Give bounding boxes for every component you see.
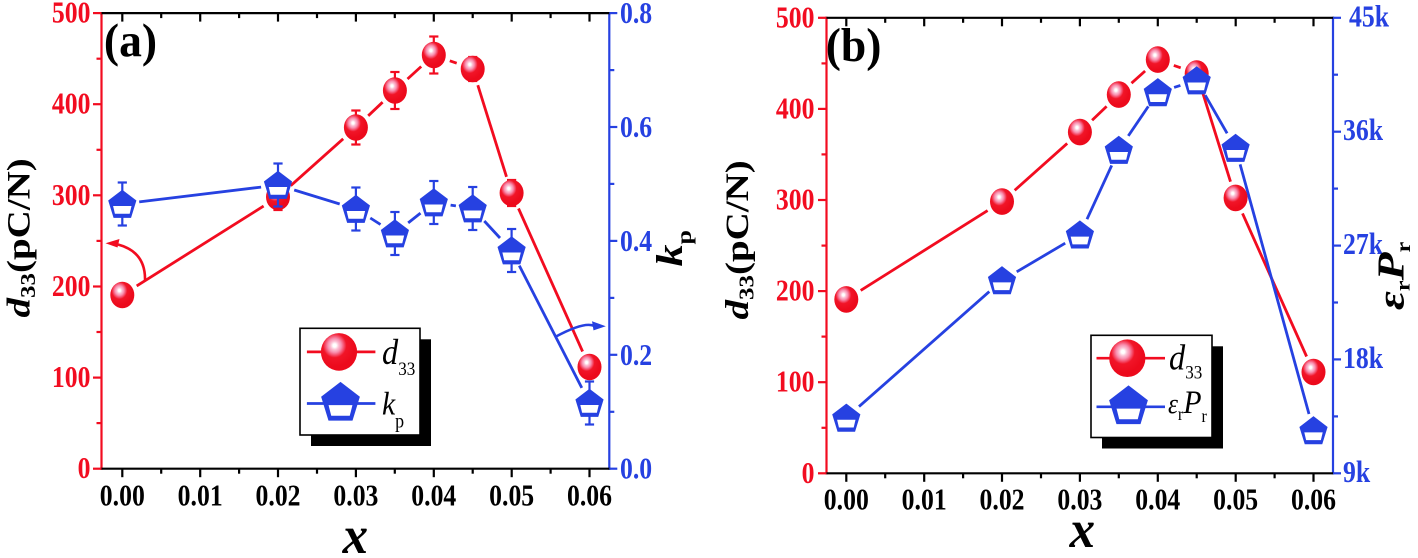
svg-text:400: 400 (52, 88, 91, 122)
svg-text:0.00: 0.00 (100, 479, 145, 513)
svg-text:300: 300 (776, 183, 815, 217)
svg-text:0.06: 0.06 (567, 479, 612, 513)
svg-text:400: 400 (776, 92, 815, 126)
svg-text:0: 0 (78, 452, 91, 486)
svg-text:0.03: 0.03 (333, 479, 378, 513)
svg-text:kp: kp (649, 230, 696, 266)
svg-text:200: 200 (776, 274, 815, 308)
svg-text:0.04: 0.04 (1135, 483, 1180, 517)
svg-text:18k: 18k (1343, 342, 1383, 376)
svg-text:0.04: 0.04 (411, 479, 456, 513)
svg-text:500: 500 (52, 0, 91, 30)
svg-text:x: x (342, 507, 368, 558)
svg-text:0.02: 0.02 (256, 479, 301, 513)
svg-text:d33(pC/N): d33(pC/N) (719, 160, 758, 319)
svg-text:0: 0 (802, 457, 815, 491)
svg-text:100: 100 (52, 361, 91, 395)
svg-text:0.4: 0.4 (620, 225, 652, 259)
svg-text:200: 200 (52, 270, 91, 304)
svg-text:36k: 36k (1343, 114, 1383, 148)
svg-text:d33(pC/N): d33(pC/N) (1, 158, 40, 317)
svg-text:0.06: 0.06 (1291, 483, 1336, 517)
svg-text:45k: 45k (1349, 0, 1389, 34)
svg-text:0.6: 0.6 (620, 111, 652, 145)
svg-text:εrPr: εrPr (1370, 241, 1415, 310)
svg-text:0.0: 0.0 (620, 453, 652, 487)
svg-text:x: x (1069, 501, 1095, 558)
svg-text:0.03: 0.03 (1057, 483, 1102, 517)
svg-text:0.01: 0.01 (178, 479, 223, 513)
svg-text:0.8: 0.8 (620, 0, 652, 31)
svg-text:27k: 27k (1343, 228, 1383, 262)
svg-text:0.01: 0.01 (902, 483, 947, 517)
svg-text:100: 100 (776, 366, 815, 400)
svg-text:0.2: 0.2 (620, 339, 652, 373)
svg-text:0.05: 0.05 (1213, 483, 1258, 517)
svg-text:9k: 9k (1343, 456, 1370, 490)
svg-text:0.02: 0.02 (980, 483, 1025, 517)
svg-text:300: 300 (52, 179, 91, 213)
svg-text:0.05: 0.05 (489, 479, 534, 513)
svg-text:0.00: 0.00 (824, 483, 869, 517)
svg-text:(a): (a) (104, 15, 157, 68)
svg-text:500: 500 (776, 1, 815, 35)
svg-text:εrPr: εrPr (1168, 384, 1207, 427)
svg-text:(b): (b) (826, 19, 882, 72)
